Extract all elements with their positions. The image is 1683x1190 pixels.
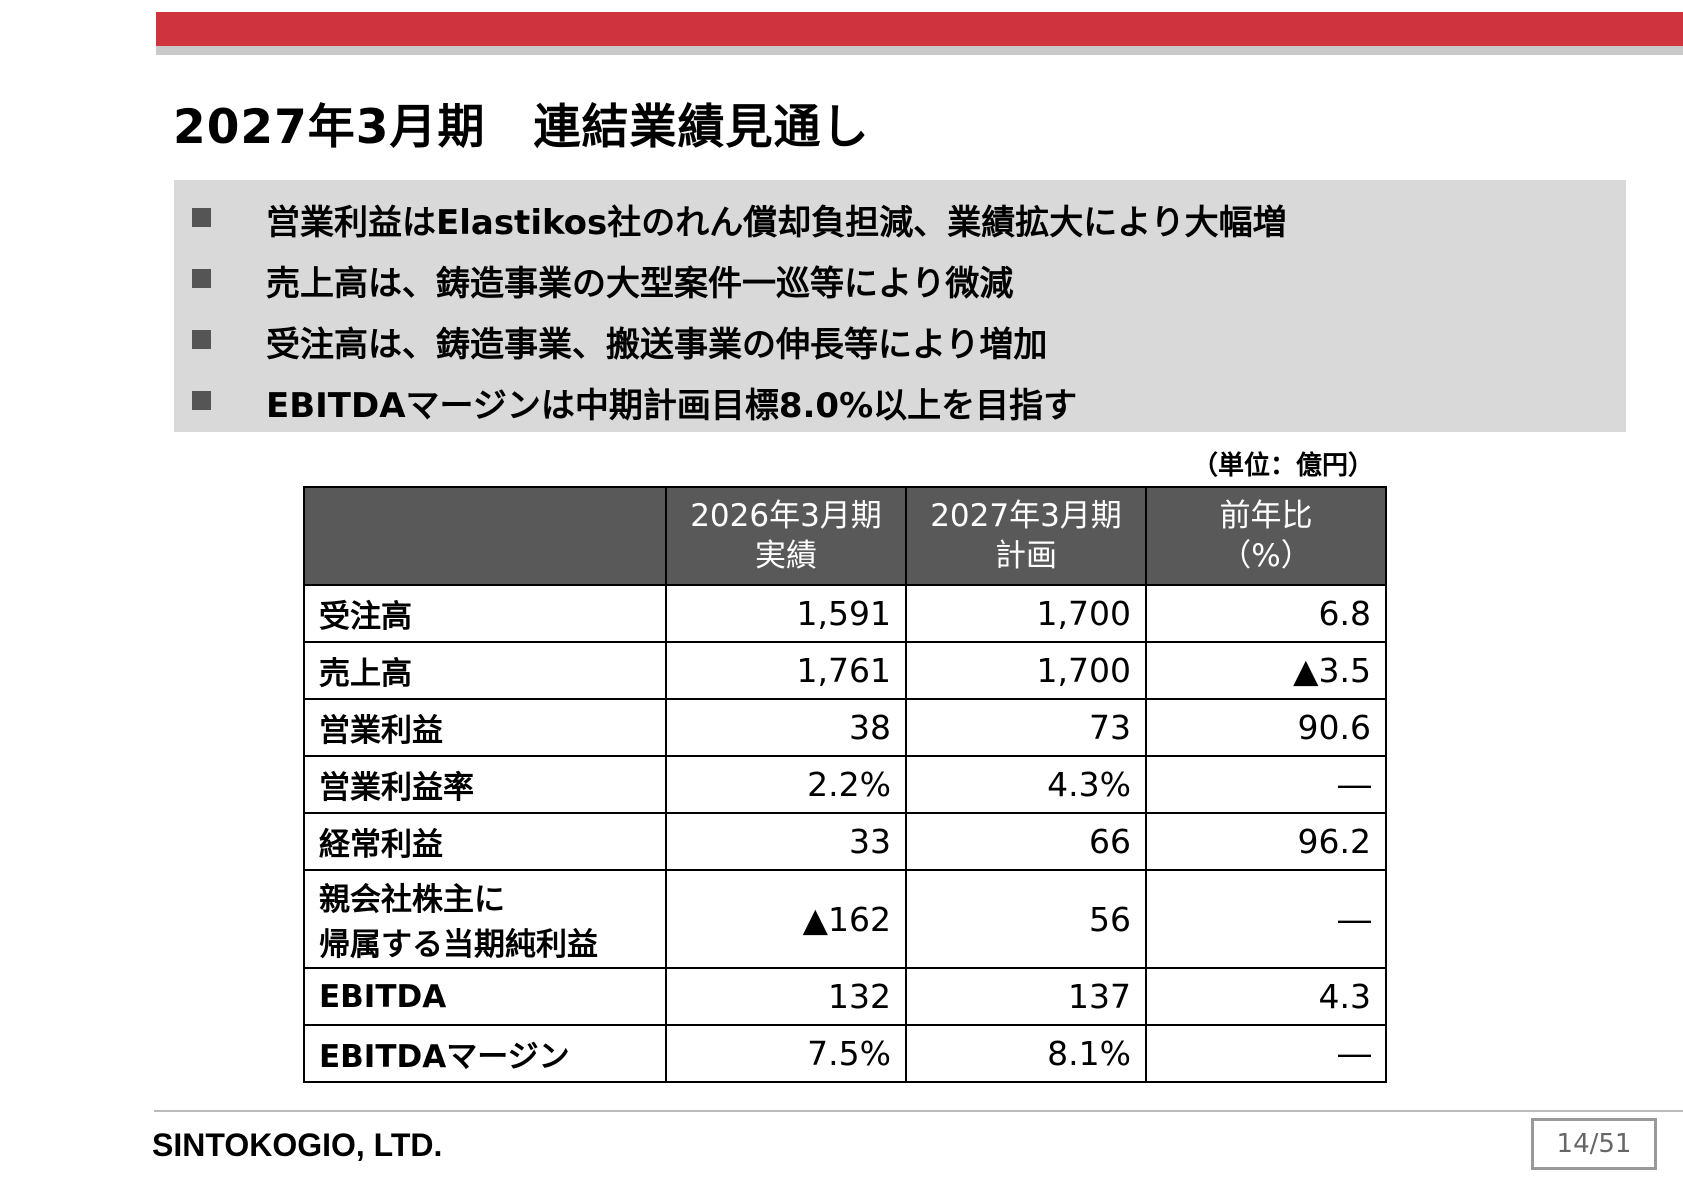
table-row: 売上高 1,761 1,700 ▲3.5 xyxy=(303,641,1387,700)
row-label: 営業利益率 xyxy=(303,755,667,814)
bullet-text: EBITDAマージンは中期計画目標8.0%以上を目指す xyxy=(266,386,1078,426)
cell-fy2026: 38 xyxy=(665,698,907,757)
header-cell-fy2027: 2027年3月期 計画 xyxy=(905,486,1147,586)
header-line: 2026年3月期 xyxy=(690,498,882,534)
header-underline-bar xyxy=(156,46,1683,55)
row-label-text: 営業利益率 xyxy=(319,770,474,806)
bullet-text: 営業利益はElastikos社のれん償却負担減、業績拡大により大幅増 xyxy=(266,203,1287,243)
row-label: 売上高 xyxy=(303,641,667,700)
square-bullet-icon xyxy=(192,391,211,410)
square-bullet-icon xyxy=(192,208,211,227)
cell-fy2026: 7.5% xyxy=(665,1024,907,1083)
page-title: 2027年3月期 連結業績見通し xyxy=(173,100,870,155)
cell-fy2027: 4.3% xyxy=(905,755,1147,814)
bullet-text: 売上高は、鋳造事業の大型案件一巡等により微減 xyxy=(266,264,1014,304)
header-line: 実績 xyxy=(755,538,817,574)
footer-divider xyxy=(154,1110,1683,1112)
cell-fy2026: 1,761 xyxy=(665,641,907,700)
table-row: 親会社株主に 帰属する当期純利益 ▲162 56 ― xyxy=(303,869,1387,969)
cell-fy2026: 1,591 xyxy=(665,584,907,643)
cell-yoy: ▲3.5 xyxy=(1145,641,1387,700)
row-label: EBITDA xyxy=(303,967,667,1026)
table-row: 営業利益 38 73 90.6 xyxy=(303,698,1387,757)
row-label-text: EBITDA xyxy=(319,978,447,1015)
header-accent-bar xyxy=(156,12,1683,46)
cell-fy2026: 2.2% xyxy=(665,755,907,814)
header-cell-empty xyxy=(303,486,667,586)
cell-fy2026: 132 xyxy=(665,967,907,1026)
cell-yoy: ― xyxy=(1145,755,1387,814)
cell-yoy: 96.2 xyxy=(1145,812,1387,871)
row-label: 受注高 xyxy=(303,584,667,643)
header-cell-yoy: 前年比 （%） xyxy=(1145,486,1387,586)
table-row: EBITDAマージン 7.5% 8.1% ― xyxy=(303,1024,1387,1083)
cell-fy2027: 1,700 xyxy=(905,584,1147,643)
cell-yoy: ― xyxy=(1145,869,1387,969)
cell-fy2027: 137 xyxy=(905,967,1147,1026)
header-line: （%） xyxy=(1220,538,1312,574)
cell-fy2027: 66 xyxy=(905,812,1147,871)
summary-box: 営業利益はElastikos社のれん償却負担減、業績拡大により大幅増 売上高は、… xyxy=(174,180,1626,432)
unit-note: （単位：億円） xyxy=(1192,451,1375,481)
bullet-item: 営業利益はElastikos社のれん償却負担減、業績拡大により大幅増 xyxy=(174,180,1626,243)
forecast-table: 2026年3月期 実績 2027年3月期 計画 前年比 （%） 受注高 1,59… xyxy=(303,486,1387,1083)
row-label-text: 経常利益 xyxy=(319,827,443,863)
cell-fy2027: 1,700 xyxy=(905,641,1147,700)
table-header-row: 2026年3月期 実績 2027年3月期 計画 前年比 （%） xyxy=(303,486,1387,586)
cell-yoy: 90.6 xyxy=(1145,698,1387,757)
bullet-item: 受注高は、鋳造事業、搬送事業の伸長等により増加 xyxy=(174,302,1626,365)
square-bullet-icon xyxy=(192,330,211,349)
bullet-text: 受注高は、鋳造事業、搬送事業の伸長等により増加 xyxy=(266,325,1048,365)
table-row: EBITDA 132 137 4.3 xyxy=(303,967,1387,1026)
cell-yoy: ― xyxy=(1145,1024,1387,1083)
row-label: 親会社株主に 帰属する当期純利益 xyxy=(303,869,667,969)
table-row: 受注高 1,591 1,700 6.8 xyxy=(303,584,1387,643)
bullet-item: 売上高は、鋳造事業の大型案件一巡等により微減 xyxy=(174,241,1626,304)
page-number: 14/51 xyxy=(1531,1118,1657,1170)
header-line: 前年比 xyxy=(1219,498,1313,534)
header-cell-fy2026: 2026年3月期 実績 xyxy=(665,486,907,586)
row-label: 営業利益 xyxy=(303,698,667,757)
row-label: 経常利益 xyxy=(303,812,667,871)
cell-fy2027: 56 xyxy=(905,869,1147,969)
table-row: 経常利益 33 66 96.2 xyxy=(303,812,1387,871)
header-line: 計画 xyxy=(995,538,1057,574)
cell-yoy: 4.3 xyxy=(1145,967,1387,1026)
row-label: EBITDAマージン xyxy=(303,1024,667,1083)
cell-fy2027: 8.1% xyxy=(905,1024,1147,1083)
row-label-text: 売上高 xyxy=(319,656,412,692)
cell-fy2026: 33 xyxy=(665,812,907,871)
cell-yoy: 6.8 xyxy=(1145,584,1387,643)
bullet-item: EBITDAマージンは中期計画目標8.0%以上を目指す xyxy=(174,363,1626,426)
header-line: 2027年3月期 xyxy=(930,498,1122,534)
cell-fy2027: 73 xyxy=(905,698,1147,757)
cell-fy2026: ▲162 xyxy=(665,869,907,969)
row-label-text: 親会社株主に xyxy=(319,882,505,918)
row-label-text: EBITDAマージン xyxy=(319,1039,570,1075)
square-bullet-icon xyxy=(192,269,211,288)
row-label-text: 帰属する当期純利益 xyxy=(319,927,598,963)
row-label-text: 受注高 xyxy=(319,599,412,635)
company-name: SINTOKOGIO, LTD. xyxy=(152,1127,443,1163)
table-row: 営業利益率 2.2% 4.3% ― xyxy=(303,755,1387,814)
row-label-text: 営業利益 xyxy=(319,713,443,749)
